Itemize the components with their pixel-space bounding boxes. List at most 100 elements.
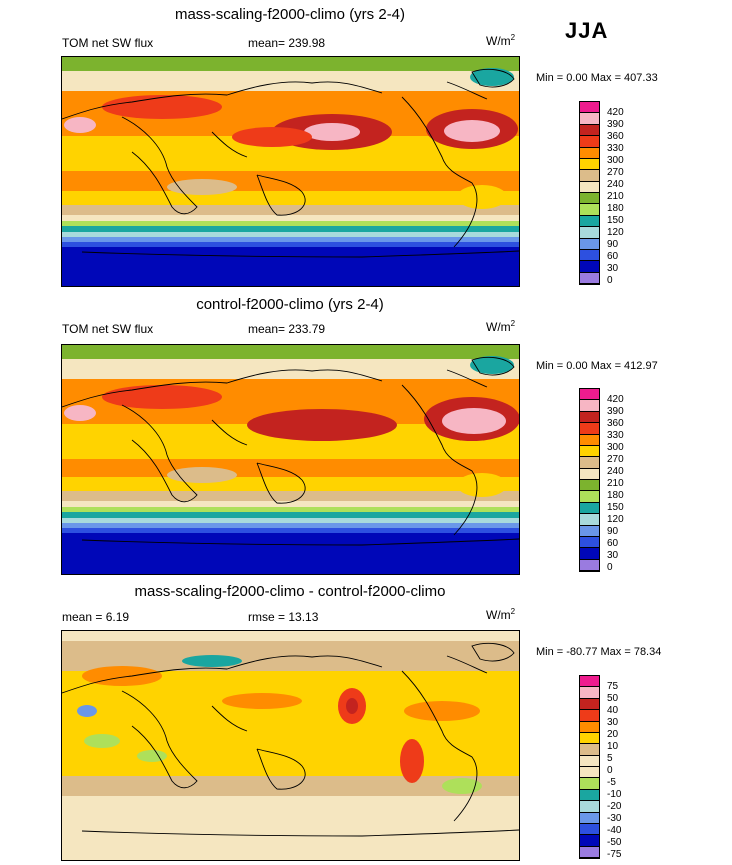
panel3-cb-label: -10 [607,789,622,800]
band-60 [62,528,519,533]
colorbar-swatch [580,411,599,424]
panel1-title: mass-scaling-f2000-climo (yrs 2-4) [174,6,406,23]
band-south-sub [62,477,519,491]
band-south-tropics [62,171,519,191]
feature-west-pacific [232,127,312,147]
coastlines [62,642,519,837]
band-180 [62,221,519,226]
colorbar-swatch [580,193,599,205]
colorbar-swatch [580,215,599,228]
panel2-cb-label: 270 [607,454,624,465]
panel3-cb-label: -40 [607,825,622,836]
colorbar-swatch [580,423,599,435]
colorbar-swatch [580,502,599,515]
panel1-colorbar [579,101,600,285]
band-150 [62,512,519,518]
colorbar-swatch [580,113,599,125]
panel1-cb-label: 180 [607,203,624,214]
panel3-cb-label: -75 [607,849,622,860]
colorbar-swatch [580,789,599,802]
colorbar-swatch [580,136,599,148]
panel1-cb-label: 270 [607,167,624,178]
band-60 [62,242,519,247]
panel3-cb-label: 40 [607,705,619,716]
panel2-map-svg [62,345,519,574]
coastlines [62,68,519,258]
band-90 [62,237,519,242]
band-antarctic [62,247,519,286]
panel2-cb-label: 60 [607,538,619,549]
colorbar-swatch [580,514,599,526]
feature-peru-red [400,739,424,783]
panel2-left-label: TOM net SW flux [62,322,154,336]
panel3-cb-label: -5 [607,777,616,788]
panel1-map [61,56,520,287]
panel3-cb-label: 0 [607,765,613,776]
band-antarctic [62,533,519,574]
colorbar-swatch [580,158,599,171]
panel2-map [61,344,520,575]
colorbar-swatch [580,204,599,216]
band-arctic [62,57,519,71]
panel3-cb-label: 20 [607,729,619,740]
panel1-cb-label: 0 [607,275,613,286]
panel1-cb-label: 120 [607,227,624,238]
colorbar-swatch [580,457,599,469]
band-north-high [62,359,519,379]
panel3-cb-label: 75 [607,681,619,692]
band-90 [62,523,519,528]
panel3-cb-label: 10 [607,741,619,752]
colorbar-swatch [580,548,599,560]
panel1-cb-label: 390 [607,119,624,130]
colorbar-swatch [580,536,599,549]
band-south-sub [62,191,519,205]
feature-greenland [470,68,514,86]
panel2-minmax: Min = 0.00 Max = 412.97 [536,360,658,372]
panel2-cb-label: 420 [607,394,624,405]
coastlines [62,356,519,546]
feature-indian-ocean [167,179,237,195]
season-label: JJA [565,18,609,43]
colorbar-swatch [580,400,599,412]
feature-atlantic-orange [404,701,480,721]
colorbar-swatch [580,124,599,137]
band-south-mid [62,491,519,501]
colorbar-swatch [580,559,599,571]
feature-north-atlantic-peak [444,120,500,142]
panel2-cb-label: 300 [607,442,624,453]
colorbar-swatch [580,102,599,114]
colorbar-swatch [580,147,599,159]
feature-west-high [64,117,96,133]
panel1-units: W/m2 [486,33,516,48]
panel1-cb-label: 330 [607,143,624,154]
panel2-cb-label: 360 [607,418,624,429]
colorbar-swatch [580,767,599,779]
colorbar-swatch [580,238,599,250]
feature-north-pacific [247,409,397,441]
colorbar-swatch [580,721,599,733]
band-south-tan [62,776,519,796]
panel2-cb-label: 30 [607,550,619,561]
colorbar-swatch [580,389,599,401]
band-120 [62,232,519,237]
panel3-units: W/m2 [486,607,516,622]
panel3-map [61,630,520,861]
feature-sahara [102,95,222,119]
colorbar-swatch [580,744,599,756]
panel2-cb-label: 120 [607,514,624,525]
band-south-mid [62,205,519,215]
panel3-colorbar [579,675,600,859]
panel3-title: mass-scaling-f2000-climo - control-f2000… [134,583,446,600]
colorbar-swatch [580,676,599,688]
panel1-cb-label: 300 [607,155,624,166]
panel3-cb-label: -20 [607,801,622,812]
panel2-cb-label: 0 [607,562,613,573]
colorbar-swatch [580,261,599,273]
colorbar-swatch [580,823,599,836]
band-north-high [62,71,519,91]
panel1-cb-label: 420 [607,107,624,118]
panel1-cb-label: 90 [607,239,619,250]
panel3-minmax: Min = -80.77 Max = 78.34 [536,646,662,658]
panel2-cb-label: 390 [607,406,624,417]
feature-indian-ocean [167,467,237,483]
